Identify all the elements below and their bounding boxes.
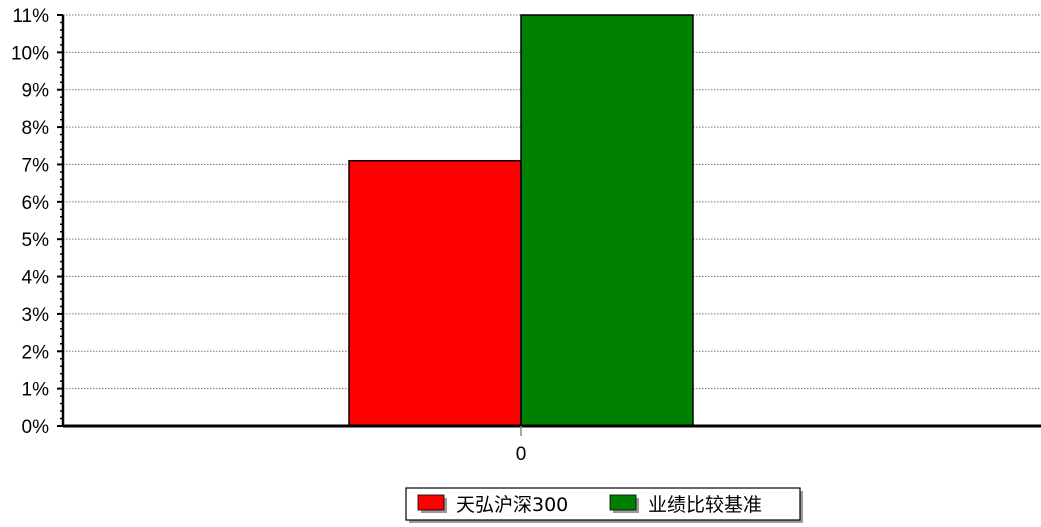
y-tick-label: 0%	[22, 417, 50, 438]
y-tick-label: 2%	[22, 342, 50, 363]
bar	[348, 159, 522, 427]
legend-swatch	[417, 494, 445, 511]
x-axis-ticks: 0	[516, 426, 527, 465]
y-tick-label: 5%	[22, 230, 50, 251]
x-tick-label: 0	[516, 444, 527, 465]
y-tick-label: 10%	[11, 43, 49, 64]
y-tick-label: 9%	[22, 81, 50, 102]
y-axis-ticks: 0% 1% 2% 3% 4% 5% 6% 7% 8% 9% 10% 11%	[11, 6, 63, 438]
y-tick-label: 3%	[22, 305, 50, 326]
legend-label: 业绩比较基准	[648, 494, 762, 516]
y-tick-label: 7%	[22, 155, 50, 176]
y-tick-label: 1%	[22, 380, 50, 401]
legend-swatch	[609, 494, 637, 511]
bar	[520, 14, 694, 427]
legend: 天弘沪深300 业绩比较基准	[405, 487, 803, 523]
legend-label: 天弘沪深300	[456, 494, 568, 516]
y-tick-label: 8%	[22, 118, 50, 139]
legend-box	[405, 487, 801, 521]
y-tick-label: 4%	[22, 268, 50, 289]
y-tick-label: 6%	[22, 193, 50, 214]
y-tick-label: 11%	[12, 6, 49, 27]
bars	[348, 14, 694, 427]
